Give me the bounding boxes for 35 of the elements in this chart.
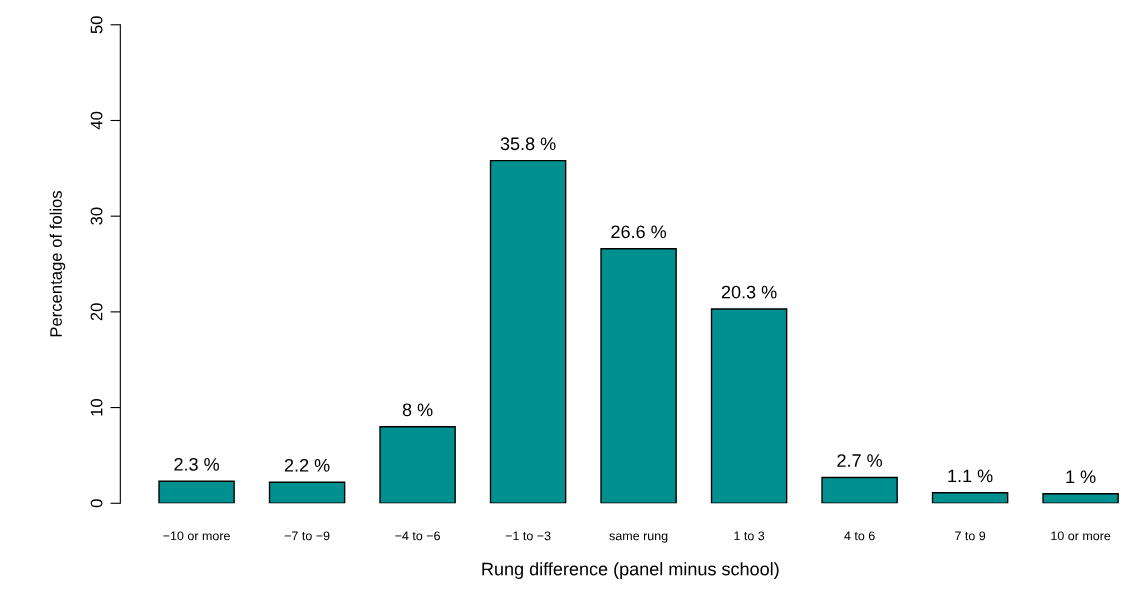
- bar: [710, 308, 788, 504]
- data-label: 1.1 %: [948, 469, 993, 483]
- y-axis-title: Percentage of folios: [49, 190, 66, 337]
- x-tick-label: −4 to −6: [395, 531, 440, 541]
- y-tick-label: 30: [90, 207, 103, 225]
- x-tick-label: −10 or more: [163, 531, 230, 541]
- x-tick-label: same rung: [609, 533, 668, 543]
- bar: [489, 159, 567, 504]
- bar: [821, 476, 898, 504]
- x-tick-label: −7 to −9: [284, 531, 330, 541]
- data-label: 2.2 %: [284, 458, 330, 472]
- data-label: 2.3 %: [174, 457, 220, 471]
- y-tick-label: 10: [90, 398, 103, 416]
- data-label: 20.3 %: [721, 285, 777, 299]
- x-tick-label: 1 to 3: [734, 531, 765, 541]
- y-tick-label: 20: [90, 303, 103, 321]
- y-tick-label: 50: [90, 16, 103, 34]
- x-axis-title: Rung difference (panel minus school): [482, 562, 779, 579]
- data-label: 8 %: [402, 403, 433, 417]
- bar: [158, 480, 235, 504]
- data-label: 2.7 %: [837, 454, 883, 467]
- x-tick-label: 7 to 9: [955, 531, 986, 541]
- data-label: 35.8 %: [500, 137, 556, 151]
- data-label: 1 %: [1066, 470, 1096, 484]
- x-tick-label: 10 or more: [1051, 531, 1111, 541]
- data-label: 26.6 %: [611, 225, 667, 239]
- bar: [268, 481, 346, 504]
- y-tick-label: 0: [90, 499, 103, 508]
- bar: [931, 492, 1009, 504]
- x-tick-label: 4 to 6: [844, 531, 875, 541]
- y-tick-label: 40: [90, 111, 103, 130]
- x-tick-label: −1 to −3: [505, 531, 551, 541]
- bar: [1042, 493, 1119, 504]
- bar: [600, 248, 677, 504]
- bar: [379, 426, 456, 504]
